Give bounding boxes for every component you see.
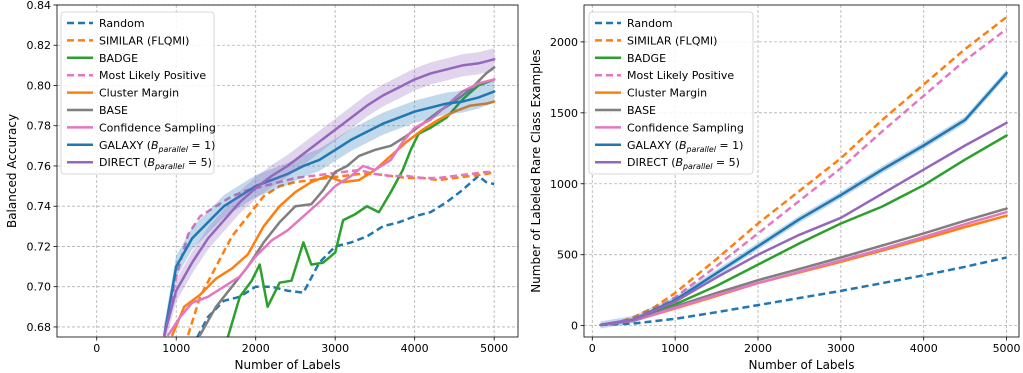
right-legend-label-badge: BADGE bbox=[627, 52, 666, 65]
right-chart-panel: 0 1000 2000 3000 4000 5000 0 500 1000 1500 2000 Num… bbox=[529, 4, 1021, 372]
left-y-tick-label: 0.74 bbox=[27, 200, 52, 213]
left-legend-label-galaxy-bparallel1: GALAXY (Bparallel = 1) bbox=[99, 139, 215, 154]
right-y-tick-label: 500 bbox=[557, 249, 578, 262]
right-x-tick-label: 5000 bbox=[993, 342, 1021, 355]
left-y-tick-label: 0.70 bbox=[27, 281, 52, 294]
left-legend-label-base: BASE bbox=[99, 104, 128, 117]
left-legend-label-badge: BADGE bbox=[99, 52, 138, 65]
left-series-random bbox=[196, 174, 495, 337]
right-series-random bbox=[600, 256, 1007, 327]
right-legend-box bbox=[588, 11, 754, 175]
right-legend-label-cluster-margin: Cluster Margin bbox=[627, 87, 707, 100]
right-series-badge bbox=[599, 134, 1008, 327]
left-x-tick-label: 2000 bbox=[242, 342, 270, 355]
left-y-axis-label: Balanced Accuracy bbox=[5, 114, 19, 228]
left-legend-label-cluster-margin: Cluster Margin bbox=[99, 87, 179, 100]
right-series-confidence-sampling bbox=[599, 210, 1008, 327]
left-series-cluster-margin bbox=[171, 100, 496, 337]
left-x-tick-label: 3000 bbox=[321, 342, 349, 355]
right-series-group bbox=[599, 16, 1008, 329]
right-x-tick-label: 3000 bbox=[827, 342, 855, 355]
right-series-direct-bparallel5 bbox=[599, 121, 1008, 327]
left-band-galaxy-bparallel1 bbox=[164, 80, 495, 337]
left-y-tick-label: 0.76 bbox=[27, 160, 52, 173]
left-series-group bbox=[163, 48, 496, 337]
right-legend-label-confidence-sampling: Confidence Sampling bbox=[627, 121, 744, 134]
right-y-tick-label: 2000 bbox=[550, 36, 578, 49]
left-series-direct-bparallel5 bbox=[163, 58, 496, 337]
left-legend-label-similar-flqmi: SIMILAR (FLQMI) bbox=[99, 34, 189, 47]
left-x-tick-label: 1000 bbox=[162, 342, 190, 355]
right-y-tick-label: 1000 bbox=[550, 178, 578, 191]
left-legend-label-most-likely-positive: Most Likely Positive bbox=[99, 69, 206, 82]
left-axes-frame bbox=[56, 4, 519, 338]
left-series-similar-flqmi bbox=[186, 170, 495, 336]
left-series-most-likely-positive bbox=[163, 168, 495, 336]
right-x-tick-label: 2000 bbox=[744, 342, 772, 355]
right-legend-label-similar-flqmi: SIMILAR (FLQMI) bbox=[627, 34, 717, 47]
left-x-tick-label: 0 bbox=[93, 342, 100, 355]
right-legend: Random SIMILAR (FLQMI) BADGE Most Likely Po… bbox=[588, 11, 754, 175]
left-legend-label-random: Random bbox=[99, 17, 145, 30]
left-x-tick-label: 4000 bbox=[401, 342, 429, 355]
left-y-tick-label: 0.80 bbox=[27, 79, 52, 92]
left-chart-panel: 0 1000 2000 3000 4000 5000 0.68 0.70 0.72 0.74 0.7… bbox=[5, 0, 519, 372]
left-legend-label-confidence-sampling: Confidence Sampling bbox=[99, 121, 216, 134]
left-x-axis-label: Number of Labels bbox=[234, 358, 340, 372]
right-x-tick-label: 4000 bbox=[910, 342, 938, 355]
right-y-tick-label: 1500 bbox=[550, 107, 578, 120]
left-series-confidence-sampling bbox=[167, 78, 496, 337]
right-x-tick-label: 1000 bbox=[661, 342, 689, 355]
right-x-tick-label: 0 bbox=[589, 342, 596, 355]
right-legend-label-base: BASE bbox=[627, 104, 656, 117]
left-legend: Random SIMILAR (FLQMI) BADGE Most Likely Po… bbox=[60, 11, 216, 175]
left-series-badge bbox=[226, 78, 496, 337]
right-legend-label-random: Random bbox=[627, 17, 673, 30]
left-legend-label-direct-bparallel5: DIRECT (Bparallel = 5) bbox=[99, 156, 212, 171]
left-legend-box bbox=[60, 11, 215, 175]
right-y-axis-label: Number of Labeled Rare Class Examples bbox=[529, 49, 543, 293]
right-axes-frame bbox=[583, 4, 1020, 338]
right-legend-label-most-likely-positive: Most Likely Positive bbox=[627, 69, 734, 82]
left-y-tick-label: 0.84 bbox=[27, 0, 52, 12]
right-legend-label-galaxy-bparallel1: GALAXY (Bparallel = 1) bbox=[627, 139, 743, 154]
left-y-tick-label: 0.82 bbox=[27, 39, 52, 52]
right-legend-label-direct-bparallel5: DIRECT (Bparallel = 5) bbox=[627, 156, 740, 171]
right-y-tick-label: 0 bbox=[571, 320, 578, 333]
left-y-tick-label: 0.72 bbox=[27, 240, 52, 253]
left-y-tick-label: 0.78 bbox=[27, 120, 52, 133]
left-series-galaxy-bparallel1 bbox=[163, 90, 496, 337]
right-series-similar-flqmi bbox=[600, 16, 1008, 327]
left-y-tick-label: 0.68 bbox=[27, 321, 52, 334]
right-x-axis-label: Number of Labels bbox=[748, 358, 854, 372]
left-x-tick-label: 5000 bbox=[480, 342, 508, 355]
